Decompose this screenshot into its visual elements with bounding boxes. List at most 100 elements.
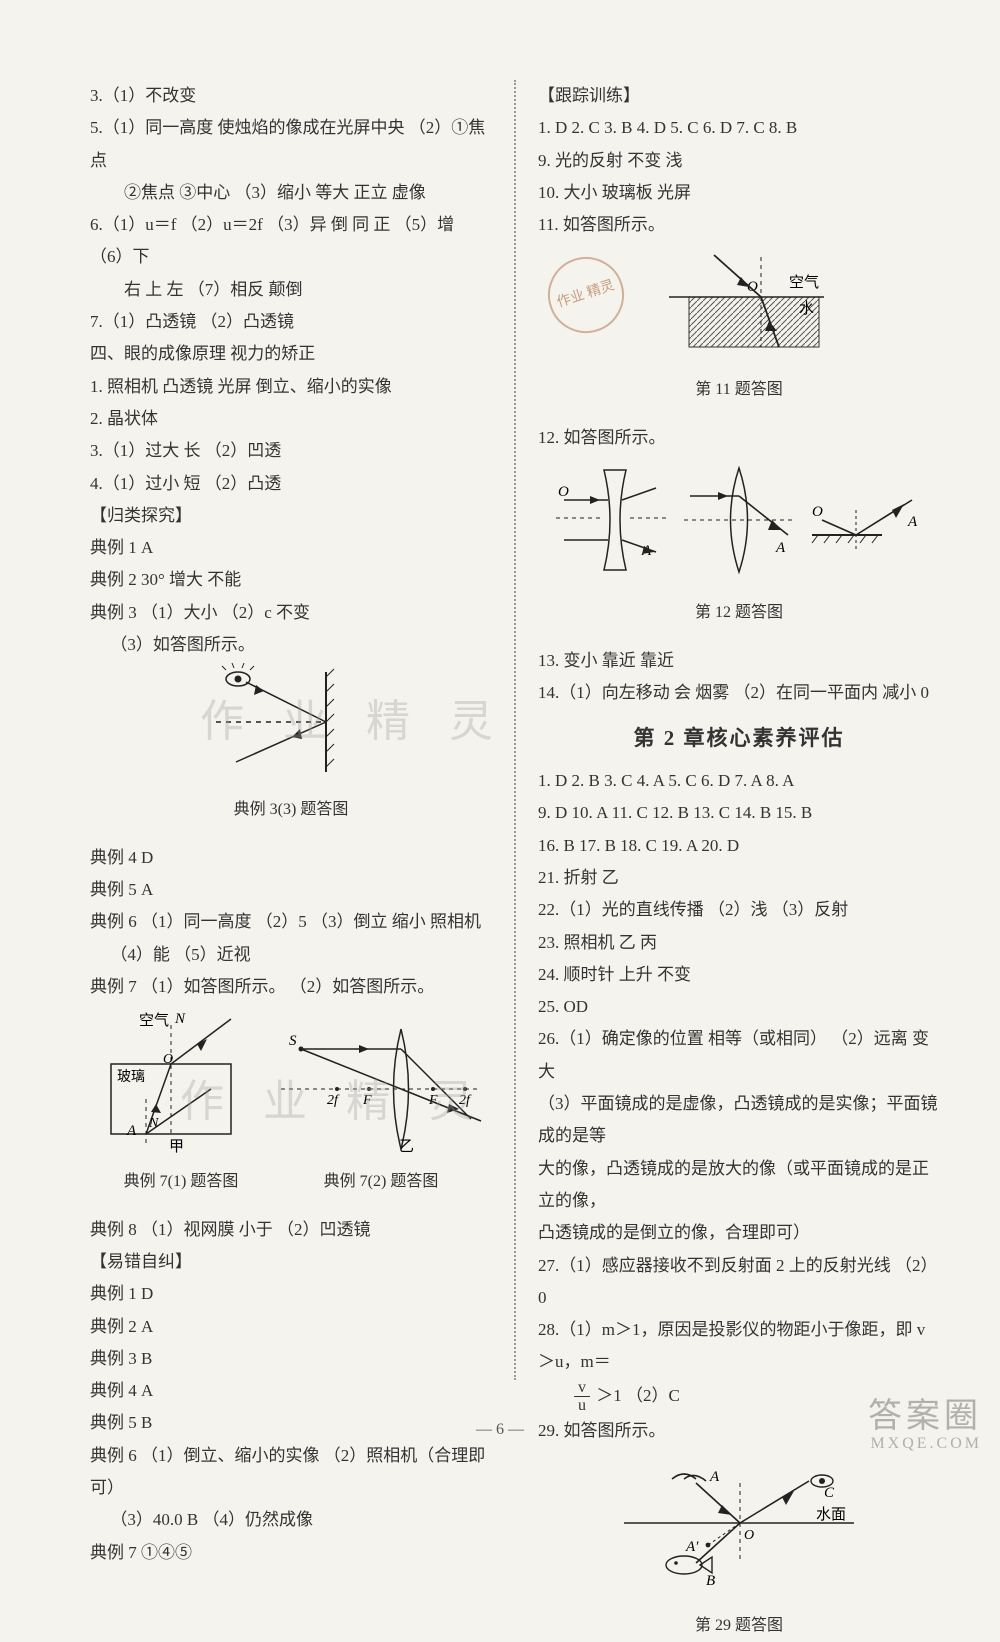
text-line: 9. 光的反射 不变 浅	[538, 145, 940, 177]
text-line: 21. 折射 乙	[538, 862, 940, 894]
brand-small: MXQE.COM	[868, 1435, 982, 1453]
text-line: 典例 1 D	[90, 1278, 492, 1310]
figure-q12: O A A	[538, 460, 940, 580]
label-B: B	[706, 1573, 715, 1589]
text-line: 26.（1）确定像的位置 相等（或相同） （2）远离 变大	[538, 1023, 940, 1088]
figure-caption: 典例 3(3) 题答图	[90, 795, 492, 825]
page-number: — 6 —	[0, 1415, 1000, 1445]
label-2f-l: 2f	[327, 1093, 340, 1108]
label-Ap: A′	[685, 1539, 699, 1555]
label-glass: 玻璃	[117, 1068, 145, 1085]
diagram-water-surface-icon: O 空气 水	[649, 247, 829, 357]
figure-caption: 第 12 题答图	[538, 598, 940, 628]
fraction-den: u	[574, 1397, 590, 1415]
label-O3: O	[812, 504, 823, 520]
text-line: 典例 3 （1）大小 （2）c 不变	[90, 597, 492, 629]
label-O: O	[558, 484, 569, 500]
text-line: 典例 5 A	[90, 874, 492, 906]
label-water: 水	[799, 300, 814, 317]
fraction-num: v	[574, 1379, 590, 1398]
text-line: 典例 1 A	[90, 532, 492, 564]
diagram-mirror-icon	[206, 667, 376, 777]
text-line: 典例 2 A	[90, 1311, 492, 1343]
diagram-convex-lens-icon: A	[684, 460, 794, 580]
two-columns: 3.（1）不改变 5.（1）同一高度 使烛焰的像成在光屏中央 （2）①焦点 ②焦…	[90, 80, 940, 1431]
page: 作 业 精 灵 作 业 精 灵 3.（1）不改变 5.（1）同一高度 使烛焰的像…	[0, 0, 1000, 1471]
diagram-fish-eye-icon: 水面 O B A′	[624, 1453, 854, 1593]
text-line: （3）平面镜成的是虚像，凸透镜成的是实像；平面镜成的是等	[538, 1088, 940, 1153]
text-line: 大的像，凸透镜成的是放大的像（或平面镜成的是正立的像，	[538, 1153, 940, 1218]
text-line: 右 上 左 （7）相反 颠倒	[90, 274, 492, 306]
label-A: A	[709, 1469, 720, 1485]
text-line: 22.（1）光的直线传播 （2）浅 （3）反射	[538, 894, 940, 926]
chapter-title: 第 2 章核心素养评估	[538, 719, 940, 759]
label-A: A	[126, 1123, 137, 1139]
label-A3: A	[907, 514, 918, 530]
text-line: 25. OD	[538, 991, 940, 1023]
label-F: F	[362, 1093, 372, 1108]
label-2f-r: 2f	[459, 1093, 472, 1108]
text-line: 典例 4 A	[90, 1375, 492, 1407]
label-air: 空气	[789, 274, 819, 291]
text-line: 7.（1）凸透镜 （2）凸透镜	[90, 306, 492, 338]
text-line: 10. 大小 玻璃板 光屏	[538, 177, 940, 209]
stamp-icon: 作业 精灵	[538, 248, 634, 344]
text-line: 典例 6 （1）倒立、缩小的实像 （2）照相机（合理即可）	[90, 1440, 492, 1505]
section-heading: 【易错自纠】	[90, 1246, 492, 1278]
figure-caption: 典例 7(1) 题答图	[101, 1167, 261, 1197]
label-water: 水面	[816, 1506, 846, 1523]
text-line: 1. D 2. C 3. B 4. D 5. C 6. D 7. C 8. B	[538, 112, 940, 144]
text-line: ②焦点 ③中心 （3）缩小 等大 正立 虚像	[90, 177, 492, 209]
text-line: 3.（1）不改变	[90, 80, 492, 112]
label-O: O	[163, 1052, 173, 1067]
section-heading: 【跟踪训练】	[538, 80, 940, 112]
brand-watermark: 答案圈 MXQE.COM	[868, 1398, 982, 1453]
figure-caption: 第 29 题答图	[538, 1611, 940, 1641]
text-line: 2. 晶状体	[90, 403, 492, 435]
diagram-mirror2-icon: O A	[812, 480, 922, 560]
text-line: 典例 4 D	[90, 842, 492, 874]
text-line: 27.（1）感应器接收不到反射面 2 上的反射光线 （2）0	[538, 1250, 940, 1315]
figure-dl7-row: 空气 N 玻璃 O A N	[90, 1009, 492, 1149]
text-line: 24. 顺时针 上升 不变	[538, 959, 940, 991]
text-line: 4.（1）过小 短 （2）凸透	[90, 468, 492, 500]
text-fragment: ＞1 （2）C	[596, 1386, 680, 1405]
text-line: 6.（1）u＝f （2）u＝2f （3）异 倒 同 正 （5）增 （6）下	[90, 209, 492, 274]
figure-dl3-3	[90, 667, 492, 777]
text-line: （3）40.0 B （4）仍然成像	[90, 1504, 492, 1536]
label-C: C	[824, 1485, 835, 1501]
section-heading: 四、眼的成像原理 视力的矫正	[90, 338, 492, 370]
text-line: 典例 8 （1）视网膜 小于 （2）凹透镜	[90, 1214, 492, 1246]
text-line: 凸透镜成的是倒立的像，合理即可）	[538, 1217, 940, 1249]
text-line: 典例 7 （1）如答图所示。 （2）如答图所示。	[90, 971, 492, 1003]
text-line: 28.（1）m＞1，原因是投影仪的物距小于像距，即 v＞u，m＝	[538, 1314, 940, 1379]
brand-big: 答案圈	[868, 1398, 982, 1435]
label-N: N	[174, 1011, 186, 1027]
text-line: 5.（1）同一高度 使烛焰的像成在光屏中央 （2）①焦点	[90, 112, 492, 177]
text-line: 1. D 2. B 3. C 4. A 5. C 6. D 7. A 8. A	[538, 765, 940, 797]
text-line: 典例 2 30° 增大 不能	[90, 564, 492, 596]
right-column: 【跟踪训练】 1. D 2. C 3. B 4. D 5. C 6. D 7. …	[516, 80, 940, 1431]
text-line: 3.（1）过大 长 （2）凹透	[90, 435, 492, 467]
label-A2: A	[775, 540, 786, 556]
text-line: 9. D 10. A 11. C 12. B 13. C 14. B 15. B	[538, 797, 940, 829]
text-line: 14.（1）向左移动 会 烟雾 （2）在同一平面内 减小 0	[538, 677, 940, 709]
text-line: 典例 6 （1）同一高度 （2）5 （3）倒立 缩小 照相机	[90, 906, 492, 938]
text-line: 23. 照相机 乙 丙	[538, 927, 940, 959]
figure-q29: 水面 O B A′	[538, 1453, 940, 1593]
label-O: O	[744, 1528, 754, 1543]
text-line: 12. 如答图所示。	[538, 422, 940, 454]
text-line: 16. B 17. B 18. C 19. A 20. D	[538, 830, 940, 862]
text-line: 1. 照相机 凸透镜 光屏 倒立、缩小的实像	[90, 371, 492, 403]
diagram-concave-lens-icon: O A	[556, 460, 666, 580]
fraction: v u	[574, 1379, 590, 1415]
text-line: 13. 变小 靠近 靠近	[538, 645, 940, 677]
diagram-refraction-icon: 空气 N 玻璃 O A N	[101, 1009, 261, 1149]
text-line: （4）能 （5）近视	[90, 939, 492, 971]
text-line: 典例 3 B	[90, 1343, 492, 1375]
label-S: S	[289, 1033, 297, 1049]
text-line: （3）如答图所示。	[90, 629, 492, 661]
text-line: 11. 如答图所示。	[538, 209, 940, 241]
diagram-lens-icon: S F F 2f 2f 乙	[281, 1009, 481, 1149]
text-line: 典例 7 ①④⑤	[90, 1537, 492, 1569]
